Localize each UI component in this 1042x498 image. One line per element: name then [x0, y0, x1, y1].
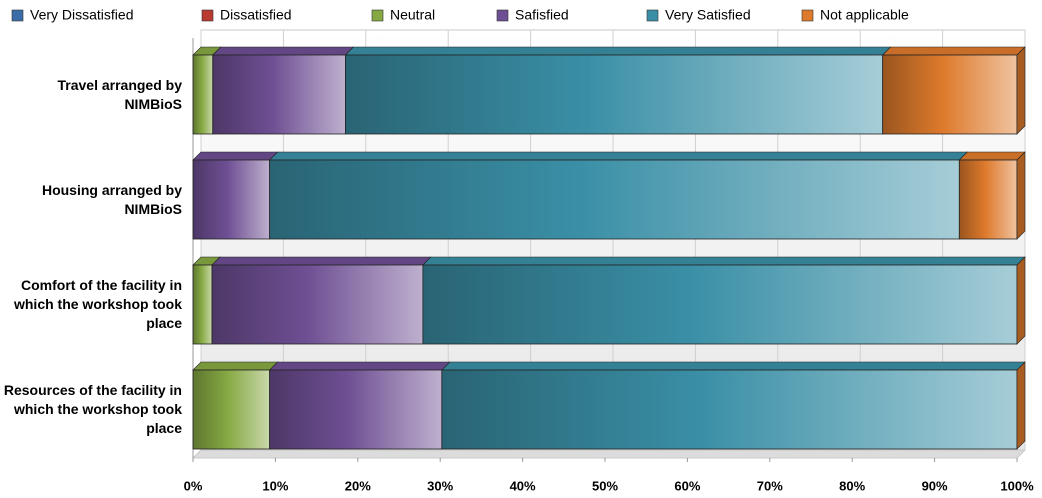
legend-label: Very Satisfied: [665, 7, 751, 23]
bar: [958, 159, 1018, 240]
legend-swatch: [646, 9, 659, 22]
plot-floor: [191, 449, 1027, 459]
legend-swatch: [371, 9, 384, 22]
x-tick-label: 10%: [262, 478, 288, 493]
bar-top: [268, 151, 969, 161]
bar: [882, 54, 1018, 135]
bar-top: [958, 151, 1026, 161]
x-tick-label: 30%: [427, 478, 453, 493]
bar: [269, 369, 443, 450]
bar: [192, 369, 271, 450]
bar-top: [192, 361, 279, 371]
legend-swatch: [11, 9, 24, 22]
y-tick-label: Resources of the facility in which the w…: [3, 382, 182, 436]
x-tick-label: 60%: [674, 478, 700, 493]
legend-label: Not applicable: [820, 7, 909, 23]
x-tick-label: 80%: [839, 478, 865, 493]
bar-side: [1016, 256, 1026, 345]
legend-swatch: [496, 9, 509, 22]
bar-top: [881, 46, 1026, 56]
y-tick-label: Travel arranged by NIMBioS: [57, 76, 182, 112]
x-tick-label: 20%: [345, 478, 371, 493]
bar: [192, 54, 214, 135]
bar: [441, 369, 1018, 450]
legend-swatch: [201, 9, 214, 22]
bar-top: [211, 256, 432, 266]
bar-top: [268, 361, 451, 371]
bar: [345, 54, 884, 135]
bar: [192, 159, 271, 240]
legend-label: Very Dissatisfied: [30, 7, 133, 23]
x-tick-label: 40%: [510, 478, 536, 493]
bar-top: [441, 361, 1026, 371]
bar-top: [192, 151, 279, 161]
bar-top: [344, 46, 892, 56]
y-tick-label: Housing arranged by NIMBioS: [41, 181, 182, 217]
x-tick-label: 100%: [1000, 478, 1034, 493]
legend-label: Dissatisfied: [220, 7, 292, 23]
bar: [192, 264, 213, 345]
bar-side: [1016, 46, 1026, 135]
x-tick-label: 50%: [592, 478, 618, 493]
legend-label: Neutral: [390, 7, 435, 23]
bar-side: [1016, 151, 1026, 240]
bar: [422, 264, 1018, 345]
legend-swatch: [801, 9, 814, 22]
y-tick-label: Comfort of the facility in which the wor…: [13, 277, 182, 331]
bar: [212, 54, 346, 135]
bar-top: [422, 256, 1026, 266]
legend-label: Safisfied: [515, 7, 569, 23]
x-tick-label: 90%: [922, 478, 948, 493]
x-tick-label: 70%: [757, 478, 783, 493]
bar-top: [212, 46, 355, 56]
x-tick-label: 0%: [184, 478, 203, 493]
bar: [211, 264, 424, 345]
bar: [269, 159, 960, 240]
bar-side: [1016, 361, 1026, 450]
